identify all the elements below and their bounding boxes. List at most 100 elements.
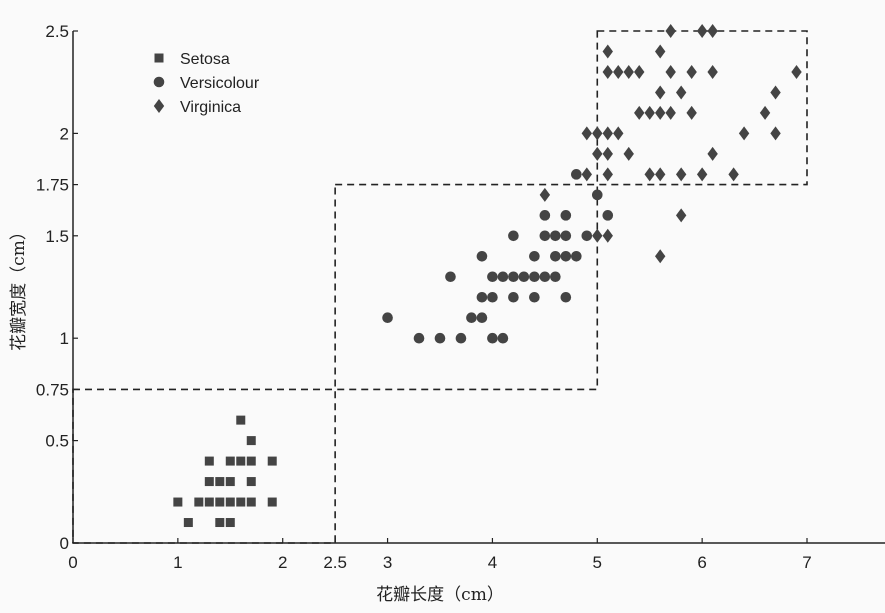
legend-circle-icon (153, 76, 165, 88)
legend: Setosa Versicolour Virginica (153, 51, 260, 116)
setosa-point (215, 518, 225, 528)
versicolour-point (571, 169, 582, 180)
x-tick-label: 4 (488, 553, 497, 572)
x-axis-label: 花瓣长度（cm） (376, 585, 504, 605)
virginica-point (770, 85, 781, 100)
versicolour-point (518, 271, 530, 283)
virginica-point (696, 167, 708, 182)
virginica-point (675, 85, 687, 100)
versicolour-point (497, 271, 509, 283)
x-tick-label: 7 (802, 553, 811, 572)
virginica-point (581, 126, 592, 141)
versicolour-point (550, 250, 561, 262)
virginica-point (602, 167, 613, 182)
versicolour-point (455, 332, 467, 344)
legend-label-virginica: Virginica (180, 99, 241, 116)
virginica-point (602, 126, 613, 141)
versicolour-point (539, 271, 551, 283)
setosa-point (246, 456, 256, 466)
axes: 0 1 2 2.5 3 4 5 6 7 0 0.5 0.75 1 1.5 1.75 2 2.5 (36, 22, 885, 572)
setosa-point (225, 497, 235, 507)
versicolour-point (382, 312, 393, 324)
virginica-point (592, 146, 603, 161)
y-tick-label: 2.5 (45, 22, 69, 41)
virginica-point (707, 64, 718, 79)
y-tick-label: 0 (60, 534, 69, 553)
virginica-point (602, 228, 613, 243)
virginica-point (770, 126, 781, 141)
virginica-point (655, 249, 666, 264)
versicolour-point (487, 291, 498, 303)
x-tick-label: 3 (383, 553, 392, 572)
virginica-point (738, 126, 750, 141)
setosa-point (225, 456, 235, 466)
series-virginica (539, 24, 802, 264)
versicolour-point (529, 250, 540, 262)
versicolour-point (434, 332, 446, 344)
virginica-point (686, 105, 697, 120)
versicolour-point (602, 210, 614, 221)
x-tick-label: 2 (278, 553, 287, 572)
setosa-point (183, 518, 193, 528)
y-tick-label: 1.5 (45, 227, 69, 246)
versicolour-point (591, 189, 603, 201)
setosa-point (236, 456, 246, 466)
virginica-point (623, 146, 634, 161)
virginica-point (665, 24, 676, 38)
versicolour-point (476, 250, 488, 262)
legend-diamond-icon (153, 99, 165, 113)
virginica-point (602, 44, 613, 59)
series-versicolour (382, 169, 614, 344)
virginica-point (655, 44, 666, 59)
region-box-1 (72, 388, 336, 544)
versicolour-point (445, 271, 456, 283)
y-tick-label: 0.5 (45, 432, 69, 451)
legend-label-versicolour: Versicolour (180, 75, 260, 92)
virginica-point (728, 167, 739, 182)
setosa-point (267, 497, 277, 507)
virginica-point (602, 64, 613, 79)
versicolour-point (581, 230, 593, 242)
data-points (173, 24, 802, 528)
x-tick-label: 5 (593, 553, 602, 572)
virginica-point (675, 208, 687, 223)
virginica-point (655, 105, 666, 120)
virginica-point (675, 167, 687, 182)
x-tick-label: 2.5 (323, 553, 347, 572)
versicolour-point (560, 250, 572, 262)
versicolour-point (539, 210, 551, 221)
setosa-point (236, 415, 246, 425)
versicolour-point (571, 250, 582, 262)
virginica-point (655, 85, 666, 100)
versicolour-point (508, 271, 519, 283)
virginica-point (581, 167, 592, 182)
versicolour-point (539, 230, 551, 242)
virginica-point (665, 64, 676, 79)
versicolour-point (487, 271, 498, 283)
virginica-point (592, 126, 603, 141)
setosa-point (204, 497, 214, 507)
versicolour-point (529, 271, 540, 283)
versicolour-point (550, 230, 561, 242)
versicolour-point (476, 312, 488, 324)
virginica-point (613, 126, 624, 141)
virginica-point (791, 64, 802, 79)
y-tick-label: 2 (60, 124, 69, 143)
virginica-point (655, 167, 666, 182)
setosa-point (204, 456, 214, 466)
setosa-point (215, 477, 225, 487)
setosa-point (246, 477, 256, 487)
versicolour-point (497, 332, 509, 344)
virginica-point (686, 64, 697, 79)
legend-label-setosa: Setosa (180, 51, 230, 68)
y-tick-label: 1 (60, 329, 69, 348)
versicolour-point (529, 291, 540, 303)
virginica-point (665, 105, 676, 120)
versicolour-point (508, 230, 519, 242)
versicolour-point (508, 291, 519, 303)
x-tick-label: 0 (68, 553, 77, 572)
region-box-2 (334, 183, 599, 391)
virginica-point (613, 64, 624, 79)
versicolour-point (413, 332, 425, 344)
versicolour-point (550, 271, 561, 283)
